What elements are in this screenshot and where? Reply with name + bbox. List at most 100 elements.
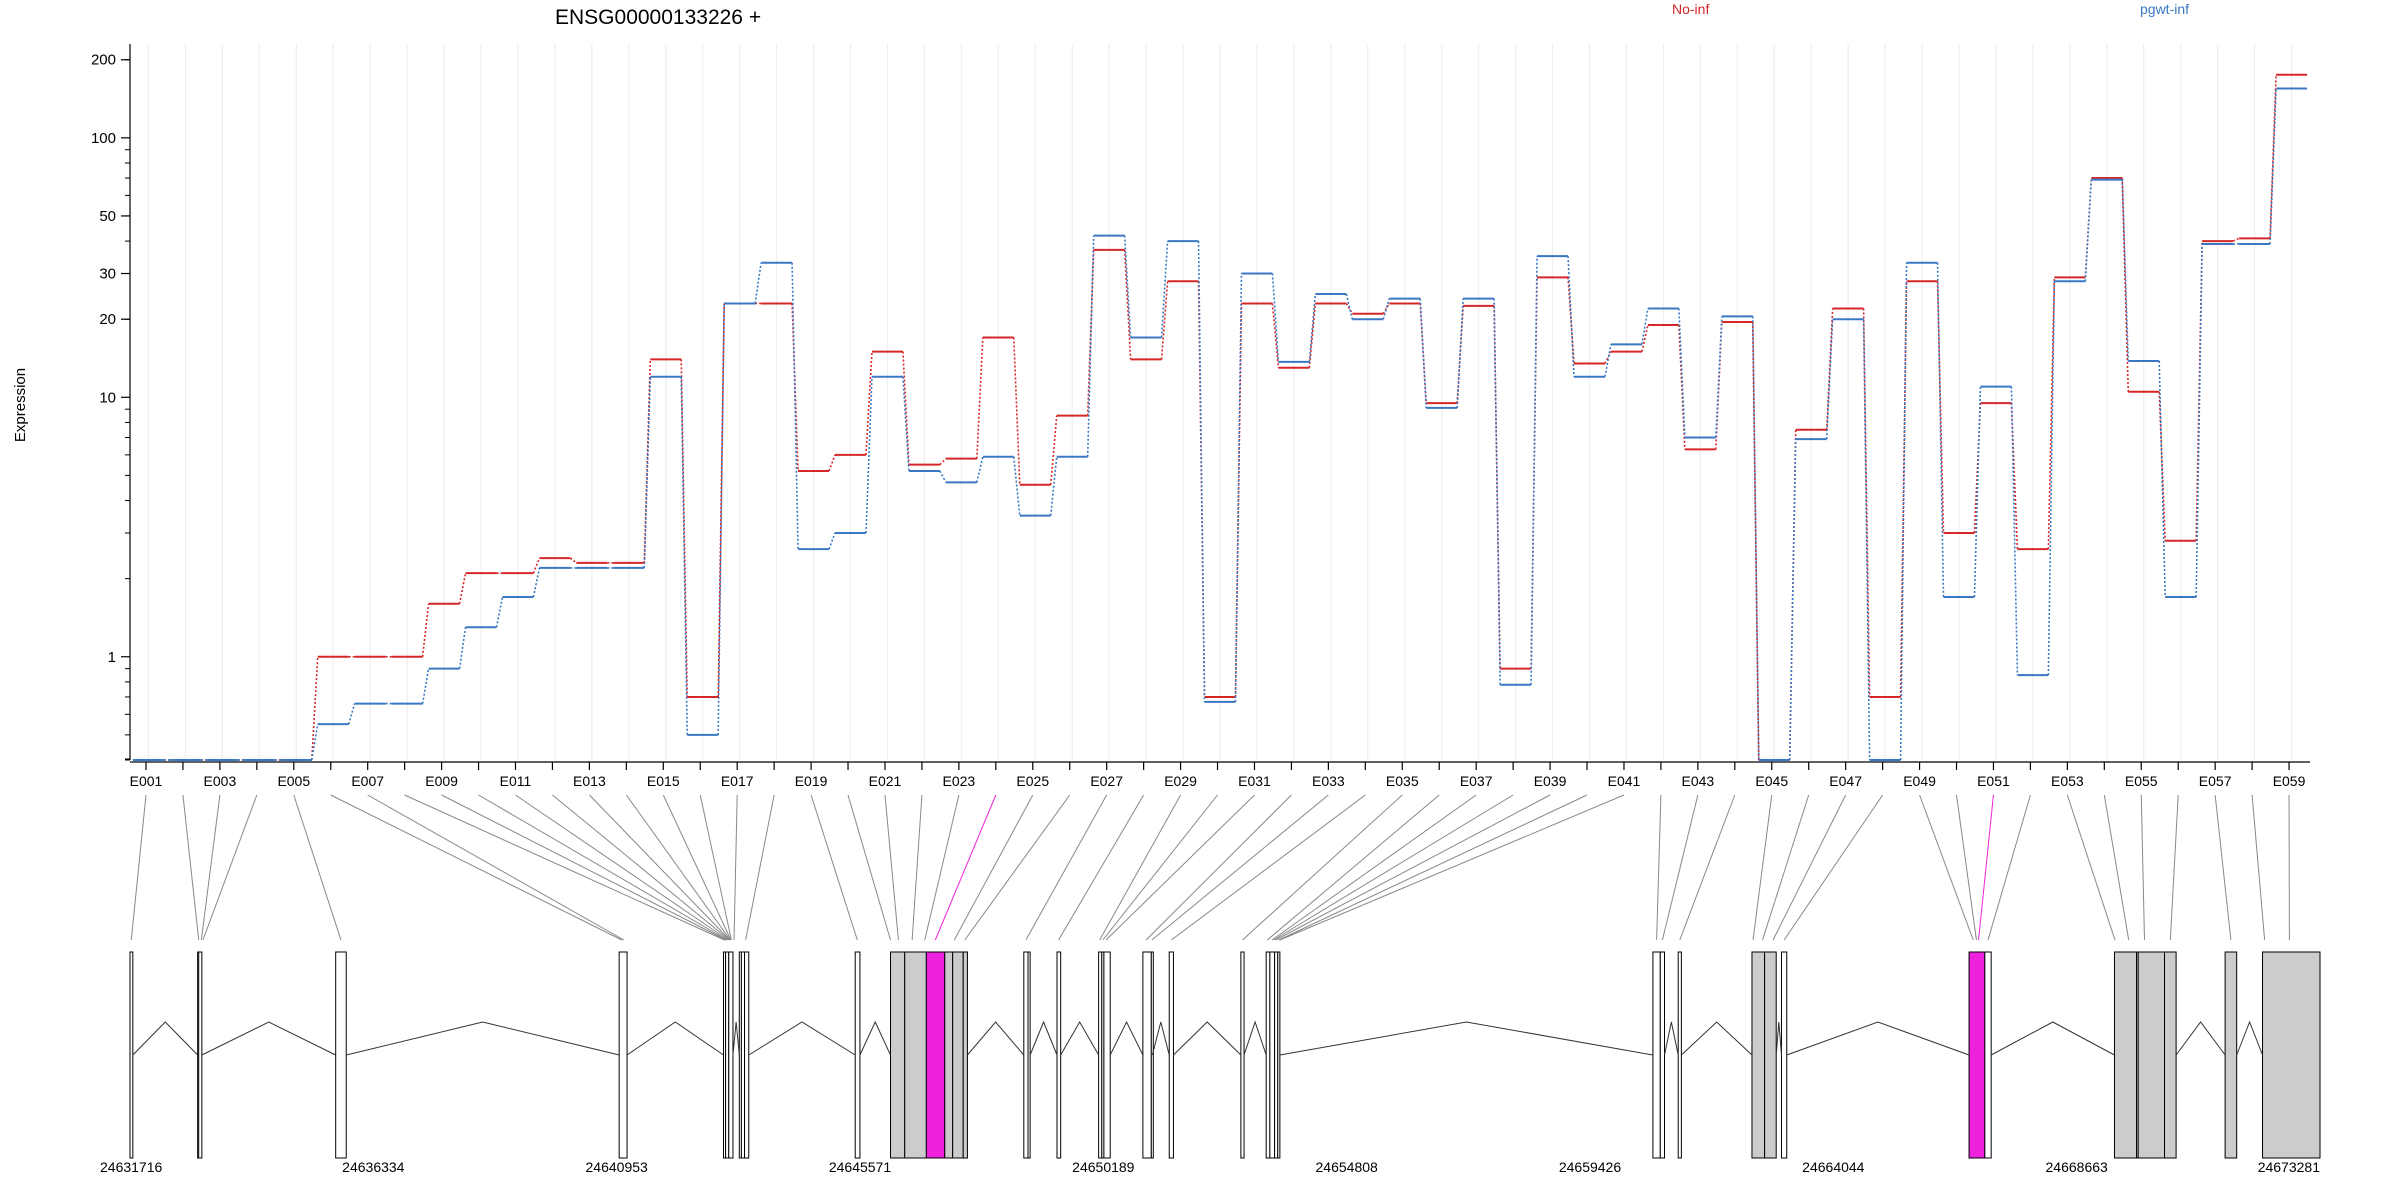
expression-connector [1604,344,1612,377]
exon-connector [2140,794,2145,941]
expression-connector [1678,324,1686,450]
y-tick-label: 1 [108,649,116,666]
exon-connector [1783,794,1884,941]
expression-connector [2195,241,2203,541]
expression-connector [1123,235,1132,338]
expression-connector [754,262,762,304]
x-tick-label: E021 [869,773,902,789]
expression-connector [2047,277,2056,550]
x-tick-label: E025 [1016,773,1049,789]
exon-connector [964,794,1071,941]
gene-exon-block [1150,951,1154,1159]
gene-exon-block [2113,951,2138,1159]
y-tick-label: 100 [91,130,116,147]
exon-connector [1275,794,1551,941]
gene-exon-block [618,951,628,1159]
gene-exon-block [1265,951,1271,1159]
exon-connector [745,794,775,941]
y-tick-label: 50 [99,208,116,225]
x-tick-label: E027 [1090,773,1123,789]
expression-connector [1308,293,1317,362]
legend-pgwt-inf: pgwt-inf [2140,1,2189,17]
expression-connector [2269,88,2277,244]
gene-model-track [129,951,2321,1159]
exon-connector [662,794,732,941]
intron-junction [1173,1021,1242,1056]
expression-series [133,73,2307,761]
exon-connector [1102,794,1218,941]
expression-connector [1012,456,1021,516]
gene-exon-block [2224,951,2238,1159]
intron-junction [1775,1021,1782,1056]
exon-connector [1762,794,1810,941]
exon-connector [1987,794,2031,941]
gene-exon-block [129,951,134,1159]
exon-connector [847,794,891,941]
gene-exon-block [854,951,861,1159]
expression-connector [1604,351,1612,364]
x-tick-label: E023 [943,773,976,789]
gene-exon-block [1240,951,1245,1159]
genomic-coordinate-label: 24640953 [586,1159,649,1175]
gene-exon-block [2137,951,2166,1159]
intron-junction [748,1021,856,1056]
exon-connector [330,794,623,941]
intron-junction [132,1021,199,1056]
expression-connector [2232,237,2240,242]
exon-connector [1752,794,1773,941]
x-tick-label: E019 [795,773,828,789]
expression-connector [1382,303,1390,315]
expression-connector [1641,324,1649,352]
gene-exon-block [1027,951,1031,1159]
gene-exon-block [904,951,927,1159]
expression-connector [495,596,504,628]
expression-connector [2195,243,2203,597]
gene-exon-block [1751,951,1766,1159]
expression-connector [1160,241,1169,338]
gene-exon-block [1142,951,1152,1159]
gene-exon-block [1968,951,1986,1159]
expression-connector [1788,439,1797,761]
x-tick-label: E037 [1460,773,1493,789]
gene-exon-block [925,951,946,1159]
expression-connector [828,532,836,550]
x-tick-label: E031 [1238,773,1271,789]
exon-connector [1772,794,1847,941]
genomic-coordinate-label: 24636334 [342,1159,405,1175]
x-tick-label: E043 [1682,773,1715,789]
gene-exon-block [1764,951,1777,1159]
genomic-coordinate-label: 24645571 [829,1159,892,1175]
exon-connector [1105,794,1255,941]
gene-exon-block [944,951,954,1159]
x-tick-label: E007 [351,773,384,789]
exon-connector [1656,794,1662,941]
genomic-coordinate-label: 24673281 [2258,1159,2321,1175]
x-tick-label: E053 [2051,773,2084,789]
expression-connector [680,359,689,697]
x-tick-label: E011 [500,773,532,789]
exon-connector [1151,794,1329,941]
x-tick-label: E049 [1903,773,1936,789]
exon-connector [884,794,899,941]
expression-connector [532,557,541,574]
gene-exon-block [1103,951,1111,1159]
exon-connector [934,794,997,941]
intron-junction [1990,1021,2115,1056]
intron-junction [1786,1021,1970,1056]
expression-connector [1862,319,1871,761]
expression-connector [2158,391,2167,541]
exon-connector [367,794,625,941]
genomic-coordinate-label: 24650189 [1072,1159,1135,1175]
intron-junction [732,1021,740,1056]
expression-connector [976,456,984,483]
series-pgwt-inf [133,87,2307,761]
expression-connector [1973,386,1982,597]
expression-connector [2158,360,2167,597]
exon-connector-lines [130,794,2290,941]
expression-connector [2010,386,2019,676]
genomic-coordinate-label: 24664044 [1802,1159,1865,1175]
vertical-gridlines [147,44,2293,760]
x-tick-label: E005 [277,773,310,789]
exon-connector [478,794,728,941]
x-tick-label: E041 [1608,773,1641,789]
